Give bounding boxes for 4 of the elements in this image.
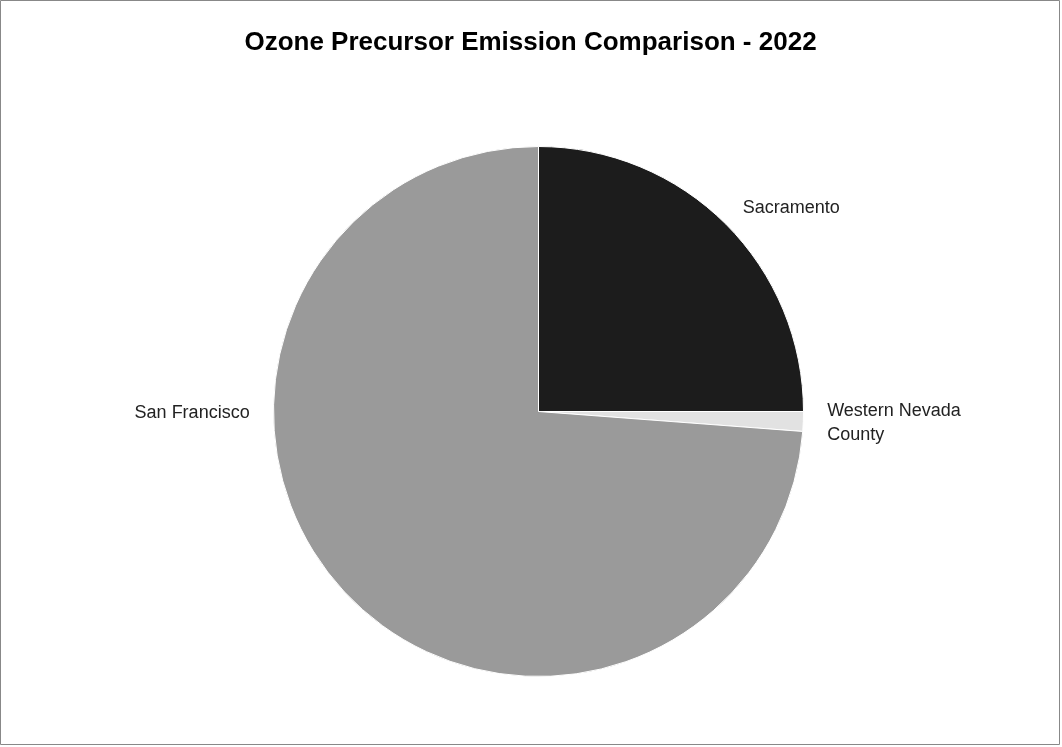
slice-label: Western Nevada County — [827, 400, 962, 445]
slice-label: San Francisco — [134, 401, 250, 422]
chart-title: Ozone Precursor Emission Comparison - 2022 — [244, 25, 817, 56]
slice-label: Sacramento — [742, 197, 840, 218]
